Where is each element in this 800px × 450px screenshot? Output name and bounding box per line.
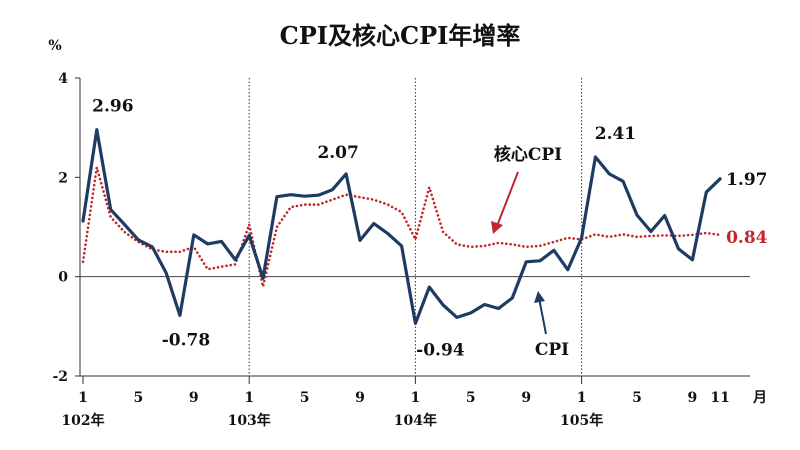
x-tick-label: 5: [632, 390, 642, 406]
x-tick-label: 1: [577, 390, 587, 406]
x-tick-label: 1: [244, 390, 254, 406]
y-axis-unit: %: [48, 38, 61, 54]
x-tick-label: 9: [688, 390, 698, 406]
cpi-annotation: CPI: [535, 340, 569, 360]
cpi-data-label: 2.41: [595, 124, 636, 144]
cpi-series-line: [81, 128, 722, 325]
year-label: 103年: [228, 412, 271, 429]
x-tick-label: 9: [521, 390, 531, 406]
x-tick-label: 9: [189, 390, 199, 406]
cpi-arrow-head: [534, 291, 545, 303]
x-tick-label: 5: [134, 390, 144, 406]
cpi-data-label: -0.78: [162, 330, 210, 350]
year-label: 105年: [560, 412, 603, 429]
cpi-arrow-line: [538, 297, 547, 335]
chart-title: CPI及核心CPI年增率: [280, 21, 521, 50]
y-tick-label: 4: [58, 71, 68, 87]
cpi-data-label: 2.96: [92, 97, 133, 117]
cpi-data-label: 1.97: [726, 170, 767, 190]
y-tick-label: 2: [58, 170, 68, 186]
x-tick-label: 11: [710, 390, 729, 406]
x-tick-label: 1: [78, 390, 88, 406]
x-tick-label: 1: [411, 390, 421, 406]
y-tick-label: -2: [52, 369, 68, 385]
cpi-data-label: 2.07: [317, 143, 358, 163]
core-cpi-arrow-head: [491, 221, 503, 234]
year-label: 102年: [61, 412, 104, 429]
core-cpi-arrow-line: [496, 171, 519, 227]
y-tick-label: 0: [58, 270, 68, 286]
x-axis-unit: 月: [752, 390, 767, 406]
x-tick-label: 9: [355, 390, 365, 406]
cpi-data-label: -0.94: [416, 340, 465, 360]
core-cpi-data-label: 0.84: [726, 228, 768, 248]
core-cpi-annotation: 核心CPI: [494, 144, 562, 165]
year-label: 104年: [394, 412, 437, 429]
core-cpi-series-line: [81, 166, 722, 288]
x-tick-label: 5: [300, 390, 310, 406]
x-tick-label: 5: [466, 390, 476, 406]
